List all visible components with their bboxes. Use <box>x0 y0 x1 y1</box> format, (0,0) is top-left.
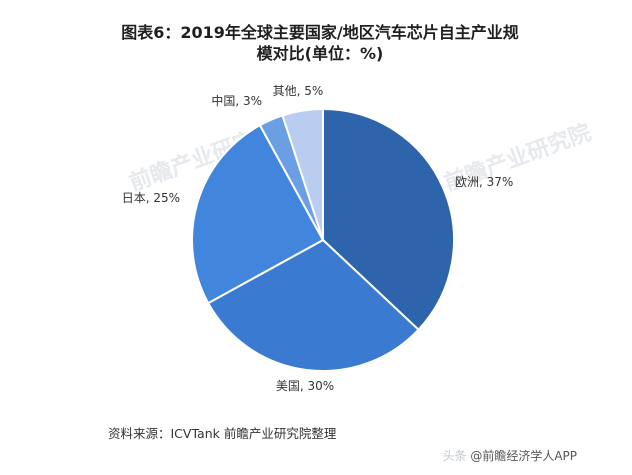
footer-watermark: 头条 <box>442 449 467 463</box>
pie-slice-其他 <box>281 107 324 241</box>
slice-label-美国: 美国, 30% <box>276 379 334 393</box>
source-note: 资料来源：ICVTank 前瞻产业研究院整理 <box>108 426 337 441</box>
slice-label-其他: 其他, 5% <box>273 84 324 98</box>
chart-title-line2: 模对比(单位：%) <box>256 44 384 63</box>
footer-credit: 头条 @前瞻经济学人APP <box>442 447 577 464</box>
footer-text: @前瞻经济学人APP <box>470 449 577 463</box>
slice-label-欧洲: 欧洲, 37% <box>455 175 513 189</box>
slice-label-中国: 中国, 3% <box>211 93 262 108</box>
pie-slice-欧洲 <box>322 107 455 332</box>
chart-title-line1: 图表6：2019年全球主要国家/地区汽车芯片自主产业规 <box>121 23 519 42</box>
pie-slice-美国 <box>206 238 420 372</box>
slice-label-日本: 日本, 25% <box>122 191 180 205</box>
pie-slice-日本 <box>190 123 325 305</box>
